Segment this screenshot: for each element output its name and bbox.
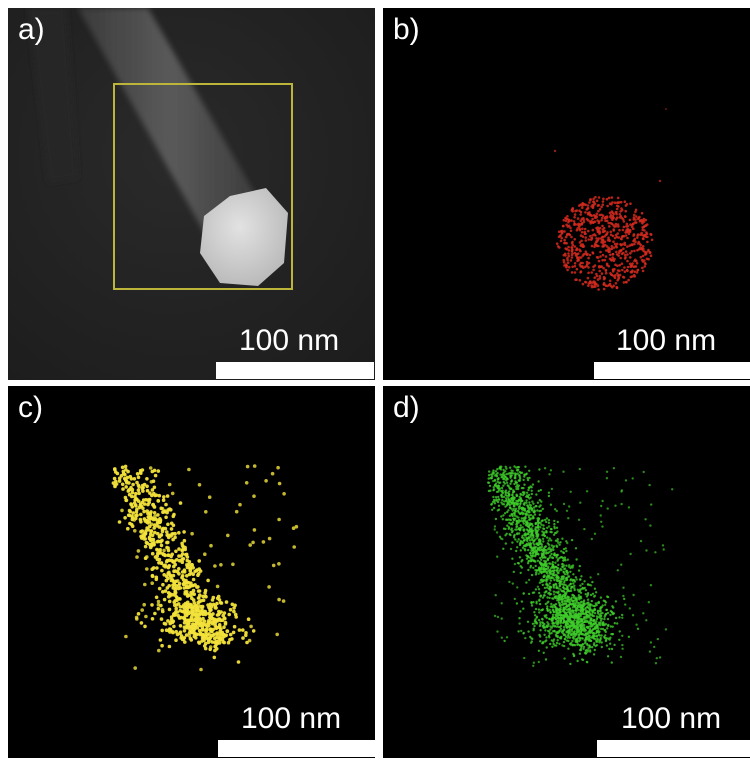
panel-label: b): [393, 13, 420, 46]
scale-bar-label: 100 nm: [621, 702, 722, 735]
panel-c-element-map: c) 100 nm: [8, 386, 375, 758]
nanoparticle: [200, 188, 288, 286]
panel-label: a): [18, 13, 45, 46]
scale-bar: [594, 362, 750, 379]
panel-a-stem-image: a) 100 nm: [8, 8, 375, 380]
element-map-red: [553, 108, 667, 291]
scale-bar-label: 100 nm: [239, 324, 340, 357]
scale-bar-label: 100 nm: [241, 702, 342, 735]
panel-b-element-map: b) 100 nm: [383, 8, 750, 380]
selection-box: [113, 83, 293, 290]
scale-bar: [597, 740, 750, 757]
nanowire: [78, 8, 263, 248]
element-map-yellow: [111, 464, 299, 672]
scale-bar-label: 100 nm: [616, 324, 717, 357]
scale-bar: [216, 362, 374, 379]
element-map-green: [487, 465, 674, 667]
stem-image: [8, 8, 375, 380]
scale-bar: [218, 740, 375, 757]
panel-label: c): [18, 391, 43, 424]
panel-d-element-map: d) 100 nm: [383, 386, 750, 758]
background-wire: [28, 8, 78, 183]
panel-label: d): [393, 391, 420, 424]
